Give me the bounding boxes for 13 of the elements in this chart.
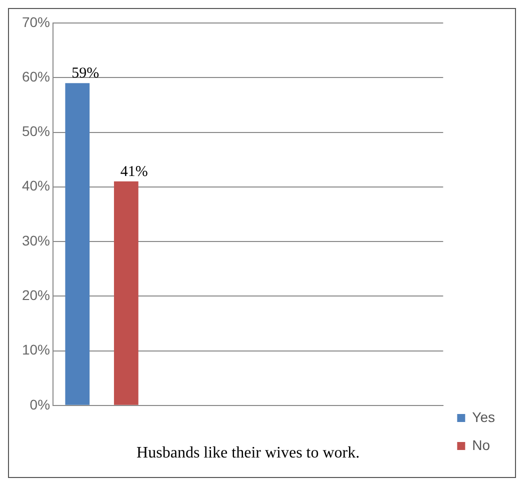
y-tick-label: 60% <box>22 68 50 84</box>
y-tick-label: 10% <box>22 342 50 358</box>
data-label: 41% <box>120 164 148 180</box>
legend-label: No <box>472 436 490 453</box>
y-tick-label: 20% <box>22 287 50 303</box>
y-tick-label: 50% <box>22 123 50 140</box>
y-tick-label: 40% <box>22 178 50 194</box>
y-tick-label: 30% <box>22 232 50 248</box>
legend-label: Yes <box>472 408 496 425</box>
data-label: 59% <box>72 66 100 82</box>
y-tick-label: 0% <box>30 396 50 412</box>
y-tick-label: 70% <box>22 14 50 30</box>
x-axis-title: Husbands like their wives to work. <box>136 444 360 462</box>
